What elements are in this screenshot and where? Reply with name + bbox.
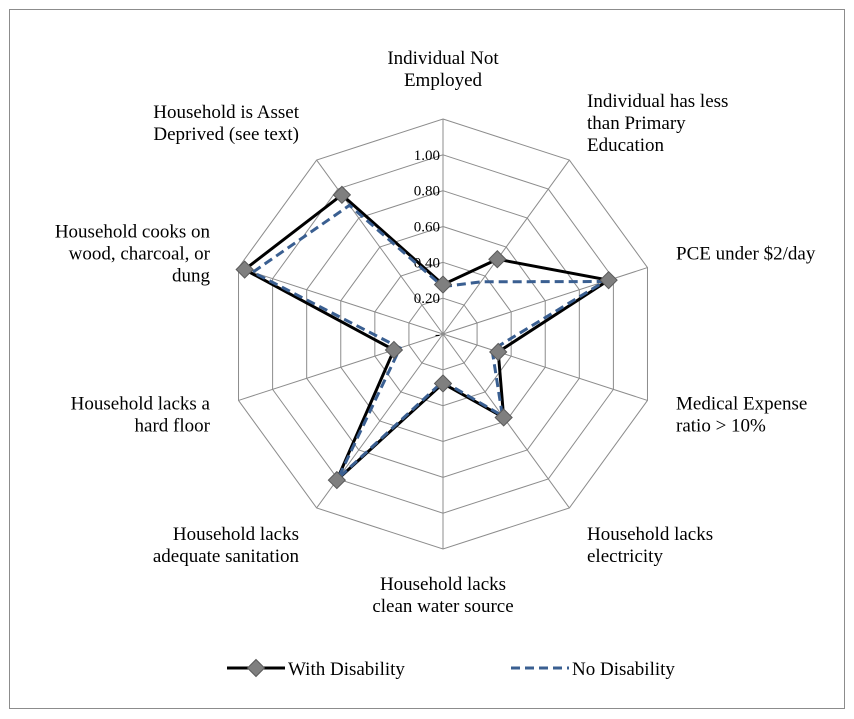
tick-label: 1.00 <box>414 148 440 164</box>
chart-frame <box>9 9 845 709</box>
data-point-marker <box>332 185 352 205</box>
data-point-marker <box>494 408 513 427</box>
tick-label: 0.80 <box>414 184 440 200</box>
tick-label: 0.60 <box>414 220 440 236</box>
legend-label-with-disability: With Disability <box>288 659 405 680</box>
data-point-marker <box>433 275 453 294</box>
axis-label: Household cooks on wood, charcoal, or dung <box>55 221 211 286</box>
tick-label: - <box>435 327 440 343</box>
data-point-marker <box>489 342 508 362</box>
grid-spoke <box>442 159 570 335</box>
tick-label: 0.20 <box>414 291 440 307</box>
series-layer <box>235 185 618 490</box>
data-point-marker <box>599 270 618 290</box>
grid-spoke <box>238 333 444 401</box>
axis-label: PCE under $2/day <box>676 243 816 264</box>
data-point-marker <box>433 374 453 393</box>
axis-label: Household lacks a hard floor <box>71 394 211 437</box>
data-point-marker <box>235 260 254 279</box>
legend: With Disability No Disability <box>227 658 675 680</box>
series-line-no-disability <box>249 203 610 480</box>
axis-label: Household is Asset Deprived (see text) <box>153 102 299 145</box>
legend-label-no-disability: No Disability <box>572 659 675 680</box>
axis-label: Household lacks adequate sanitation <box>153 524 300 567</box>
data-point-marker <box>488 250 507 269</box>
grid-spoke <box>238 267 444 335</box>
legend-marker-with-disability <box>246 658 266 678</box>
axis-label: Medical Expense ratio > 10% <box>676 394 807 437</box>
radial-tick-labels: -0.200.400.600.801.00 <box>414 148 440 343</box>
series-line-with-disability <box>241 192 613 482</box>
radar-grid <box>238 118 648 550</box>
grid-spoke <box>316 159 444 335</box>
axis-label: Individual Not Employed <box>387 48 499 91</box>
grid-spoke <box>442 333 648 401</box>
axis-label: Individual has less than Primary Education <box>587 91 728 156</box>
data-point-marker <box>384 340 404 360</box>
axis-label: Household lacks electricity <box>587 524 713 567</box>
axis-labels: Individual Not Employed Individual has les… <box>55 48 816 617</box>
data-point-marker <box>327 470 347 490</box>
axis-label: Household lacks clean water source <box>372 574 513 617</box>
